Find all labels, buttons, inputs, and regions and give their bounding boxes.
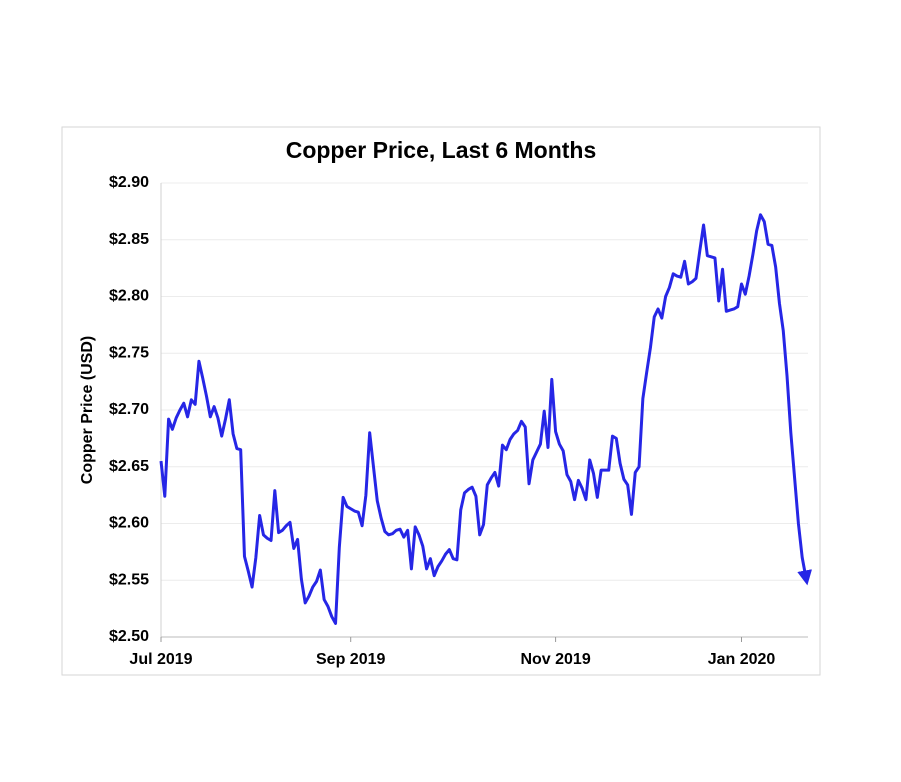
price-line (159, 213, 813, 625)
y-tick-label: $2.65 (109, 458, 149, 475)
chart-frame (61, 126, 821, 676)
x-tick-label: Sep 2019 (316, 651, 385, 668)
y-tick-label: $2.75 (109, 344, 149, 361)
y-tick-label: $2.90 (109, 174, 149, 191)
y-axis-label: Copper Price (USD) (79, 336, 96, 484)
y-tick-label: $2.85 (109, 231, 149, 248)
y-tick-label: $2.55 (109, 571, 149, 588)
x-tick-label: Jul 2019 (129, 651, 192, 668)
x-tick-label: Nov 2019 (520, 651, 590, 668)
y-tick-label: $2.50 (109, 628, 149, 645)
y-tick-label: $2.80 (109, 288, 149, 305)
y-tick-label: $2.60 (109, 515, 149, 532)
chart-title: Copper Price, Last 6 Months (286, 137, 597, 163)
y-tick-label: $2.70 (109, 401, 149, 418)
x-tick-label: Jan 2020 (708, 651, 776, 668)
